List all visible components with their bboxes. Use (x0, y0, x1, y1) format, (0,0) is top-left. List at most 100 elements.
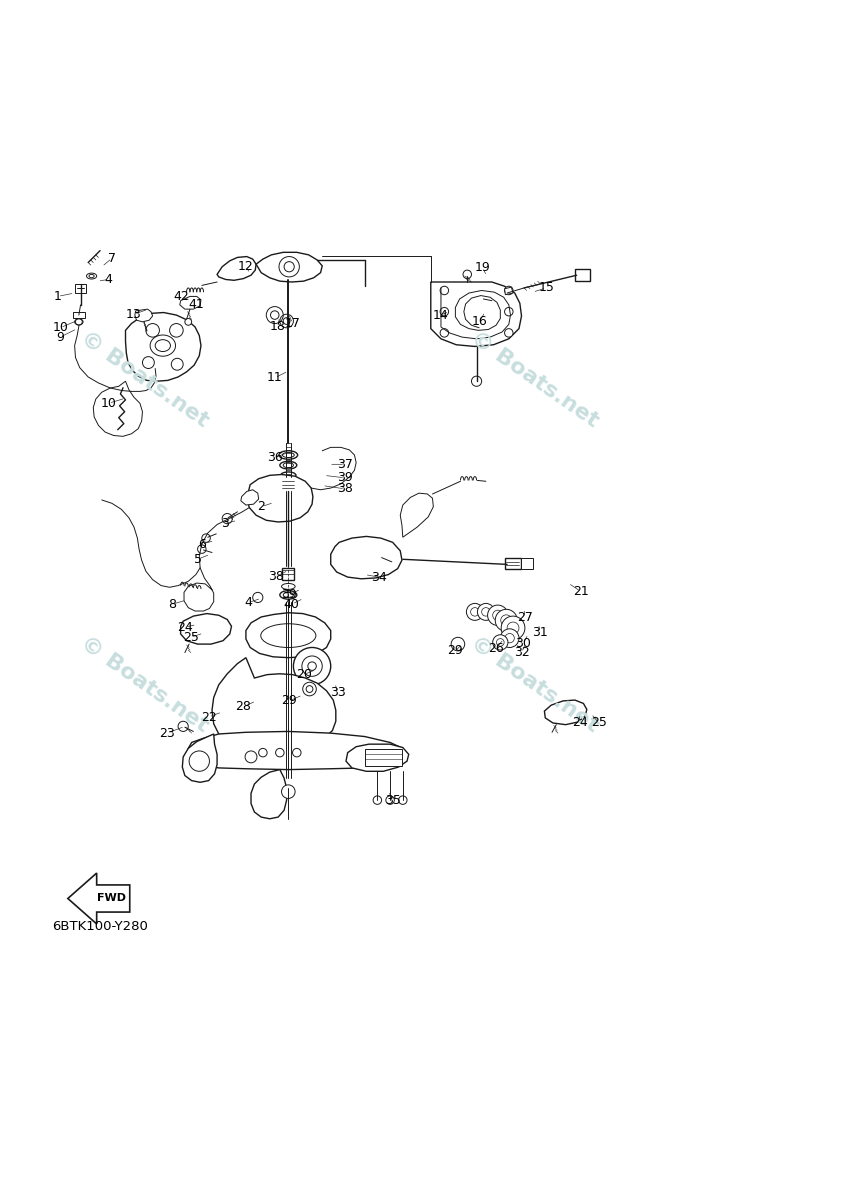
Polygon shape (93, 382, 142, 437)
Text: 1: 1 (53, 290, 62, 302)
Polygon shape (431, 282, 522, 347)
Circle shape (440, 329, 449, 337)
Polygon shape (365, 749, 402, 767)
Text: 36: 36 (267, 451, 282, 464)
Text: 39: 39 (338, 472, 353, 485)
Text: 9: 9 (56, 331, 64, 343)
Polygon shape (247, 474, 313, 522)
Text: 15: 15 (538, 282, 554, 294)
Circle shape (282, 785, 295, 798)
Text: 21: 21 (573, 586, 589, 598)
Polygon shape (400, 493, 433, 538)
Text: 20: 20 (296, 668, 311, 682)
Circle shape (293, 749, 301, 757)
Text: 28: 28 (236, 701, 251, 713)
Polygon shape (251, 769, 287, 818)
Polygon shape (282, 568, 294, 580)
Text: 4: 4 (244, 596, 253, 610)
Polygon shape (135, 310, 153, 322)
Circle shape (308, 662, 316, 671)
Circle shape (276, 749, 284, 757)
Polygon shape (246, 613, 331, 658)
Circle shape (505, 329, 513, 337)
Text: 10: 10 (101, 397, 116, 409)
Circle shape (440, 287, 449, 295)
Text: 10: 10 (53, 322, 68, 335)
Circle shape (259, 749, 267, 757)
Text: 29: 29 (448, 644, 463, 658)
Circle shape (505, 307, 513, 316)
Text: 2: 2 (257, 500, 265, 514)
Polygon shape (73, 312, 85, 318)
Circle shape (302, 656, 322, 677)
Text: 25: 25 (183, 631, 198, 644)
Circle shape (373, 796, 382, 804)
Text: 6: 6 (198, 538, 206, 551)
Text: 12: 12 (238, 260, 254, 274)
Text: 6BTK100-Y280: 6BTK100-Y280 (53, 920, 148, 932)
Circle shape (463, 270, 471, 278)
Text: 11: 11 (267, 371, 282, 384)
Text: 17: 17 (285, 317, 300, 330)
Text: 30: 30 (516, 637, 531, 649)
Circle shape (399, 796, 407, 804)
Circle shape (495, 610, 517, 631)
Circle shape (477, 604, 494, 620)
Polygon shape (505, 558, 521, 570)
Text: 4: 4 (104, 272, 113, 286)
Circle shape (222, 514, 232, 523)
Text: 35: 35 (385, 793, 400, 806)
Polygon shape (505, 287, 513, 295)
Text: © Boats.net: © Boats.net (76, 328, 212, 431)
Text: 16: 16 (472, 314, 488, 328)
Circle shape (198, 545, 206, 553)
Polygon shape (521, 558, 533, 570)
Circle shape (505, 287, 513, 295)
Circle shape (440, 307, 449, 316)
Text: 31: 31 (533, 625, 548, 638)
Circle shape (451, 637, 465, 650)
Circle shape (245, 751, 257, 763)
Text: 18: 18 (270, 320, 285, 334)
Polygon shape (575, 269, 590, 281)
Text: 27: 27 (517, 611, 533, 624)
Text: 40: 40 (284, 598, 299, 611)
Polygon shape (282, 479, 294, 491)
Circle shape (500, 629, 519, 648)
Circle shape (189, 751, 209, 772)
Text: 19: 19 (475, 262, 490, 274)
Text: FWD: FWD (97, 894, 126, 904)
Polygon shape (75, 283, 86, 293)
Text: 22: 22 (201, 710, 216, 724)
Polygon shape (181, 613, 232, 644)
Circle shape (386, 796, 394, 804)
Text: 33: 33 (330, 686, 345, 698)
Polygon shape (182, 734, 217, 782)
Text: 29: 29 (282, 695, 297, 708)
Text: 37: 37 (338, 458, 353, 470)
Circle shape (293, 648, 331, 685)
Text: 42: 42 (174, 290, 189, 302)
Polygon shape (346, 744, 409, 772)
Text: 24: 24 (572, 716, 588, 730)
Polygon shape (256, 252, 322, 282)
Circle shape (466, 604, 483, 620)
Circle shape (303, 683, 316, 696)
Polygon shape (68, 874, 130, 924)
Text: 41: 41 (189, 299, 204, 311)
Polygon shape (212, 658, 336, 750)
Text: 14: 14 (432, 308, 448, 322)
Text: 34: 34 (371, 571, 387, 583)
Text: 23: 23 (159, 727, 175, 739)
Circle shape (185, 318, 192, 325)
Text: © Boats.net: © Boats.net (466, 328, 602, 431)
Text: 8: 8 (168, 598, 176, 611)
Text: 3: 3 (220, 517, 229, 530)
Text: 26: 26 (488, 642, 504, 655)
Circle shape (501, 616, 525, 640)
Text: 39: 39 (282, 588, 297, 601)
Circle shape (471, 376, 482, 386)
Text: 32: 32 (514, 646, 529, 659)
Text: © Boats.net: © Boats.net (76, 634, 212, 737)
Text: 24: 24 (177, 620, 192, 634)
